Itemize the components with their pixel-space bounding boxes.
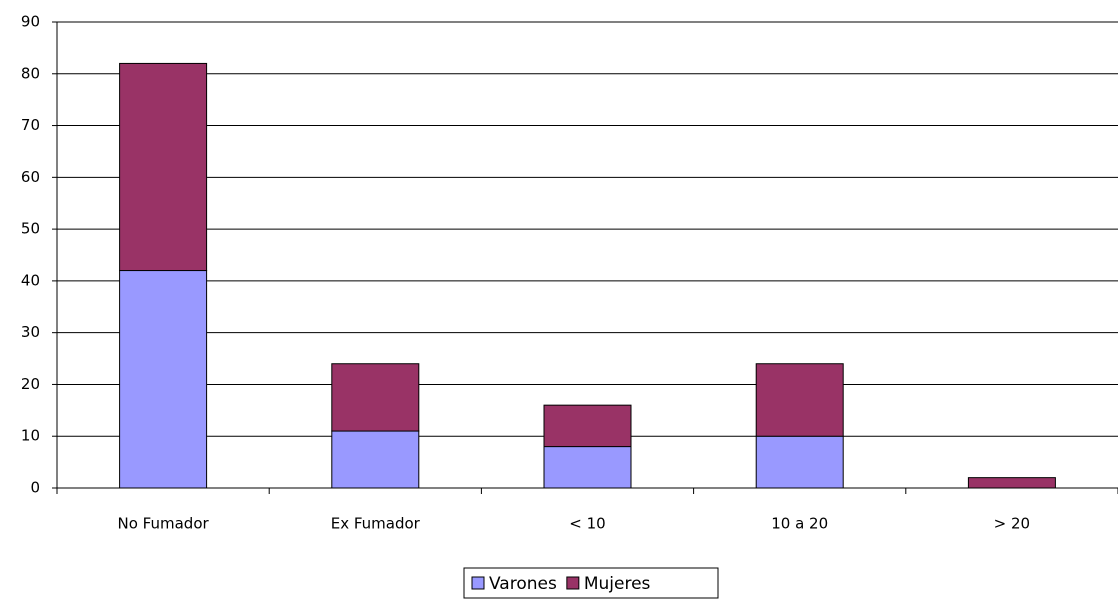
y-tick-label: 90 bbox=[21, 13, 40, 31]
bar-segment bbox=[331, 430, 420, 489]
bar-segment bbox=[755, 363, 844, 437]
bar-segment bbox=[119, 270, 208, 489]
y-tick-label: 10 bbox=[21, 427, 40, 445]
bar-segment bbox=[755, 435, 844, 489]
bar-segment bbox=[331, 363, 420, 432]
x-tick-label: Ex Fumador bbox=[331, 515, 421, 533]
y-tick-label: 20 bbox=[21, 375, 40, 393]
bar-segment bbox=[967, 477, 1056, 489]
x-tick-label: No Fumador bbox=[118, 515, 210, 533]
bar-segment bbox=[543, 404, 632, 448]
legend-swatch bbox=[471, 576, 485, 590]
x-tick-label: 10 a 20 bbox=[771, 515, 828, 533]
legend-label: Varones bbox=[489, 574, 557, 594]
y-tick-label: 60 bbox=[21, 168, 40, 186]
x-tick-label: > 20 bbox=[994, 515, 1030, 533]
bar-segment bbox=[119, 62, 208, 272]
y-tick-label: 70 bbox=[21, 116, 40, 134]
legend-box bbox=[463, 567, 719, 599]
legend-label: Mujeres bbox=[584, 574, 651, 594]
x-tick-label: < 10 bbox=[569, 515, 605, 533]
y-tick-label: 40 bbox=[21, 271, 40, 289]
y-tick-label: 80 bbox=[21, 64, 40, 82]
y-tick-label: 30 bbox=[21, 323, 40, 341]
y-tick-label: 50 bbox=[21, 220, 40, 238]
bar-segment bbox=[543, 446, 632, 489]
y-tick-label: 0 bbox=[30, 479, 40, 497]
legend-swatch bbox=[566, 576, 580, 590]
